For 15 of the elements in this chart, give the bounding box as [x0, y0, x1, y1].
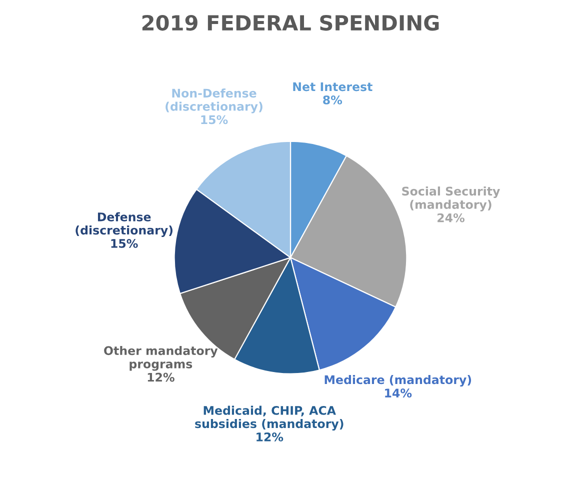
data-label: 14%: [385, 388, 412, 398]
slice-label: Net Interest: [293, 82, 372, 92]
data-label: 12%: [148, 372, 174, 382]
slice-label: Non-Defense (discretionary): [166, 88, 262, 114]
data-label: 8%: [323, 95, 342, 104]
chart-title: 2019 FEDERAL SPENDING: [142, 14, 439, 31]
data-label: 15%: [201, 115, 228, 124]
slice-label: Defense (discretionary): [76, 212, 172, 237]
slice-label: Medicaid, CHIP, ACA subsidies (mandatory): [195, 406, 344, 430]
data-label: 24%: [438, 213, 464, 222]
slice-label: Medicare (mandatory): [324, 375, 472, 387]
data-label: 12%: [256, 432, 284, 442]
slice-label: Social Security (mandatory): [402, 186, 500, 212]
slice-label: Other mandatory programs: [104, 346, 218, 371]
data-label: 15%: [111, 238, 138, 248]
